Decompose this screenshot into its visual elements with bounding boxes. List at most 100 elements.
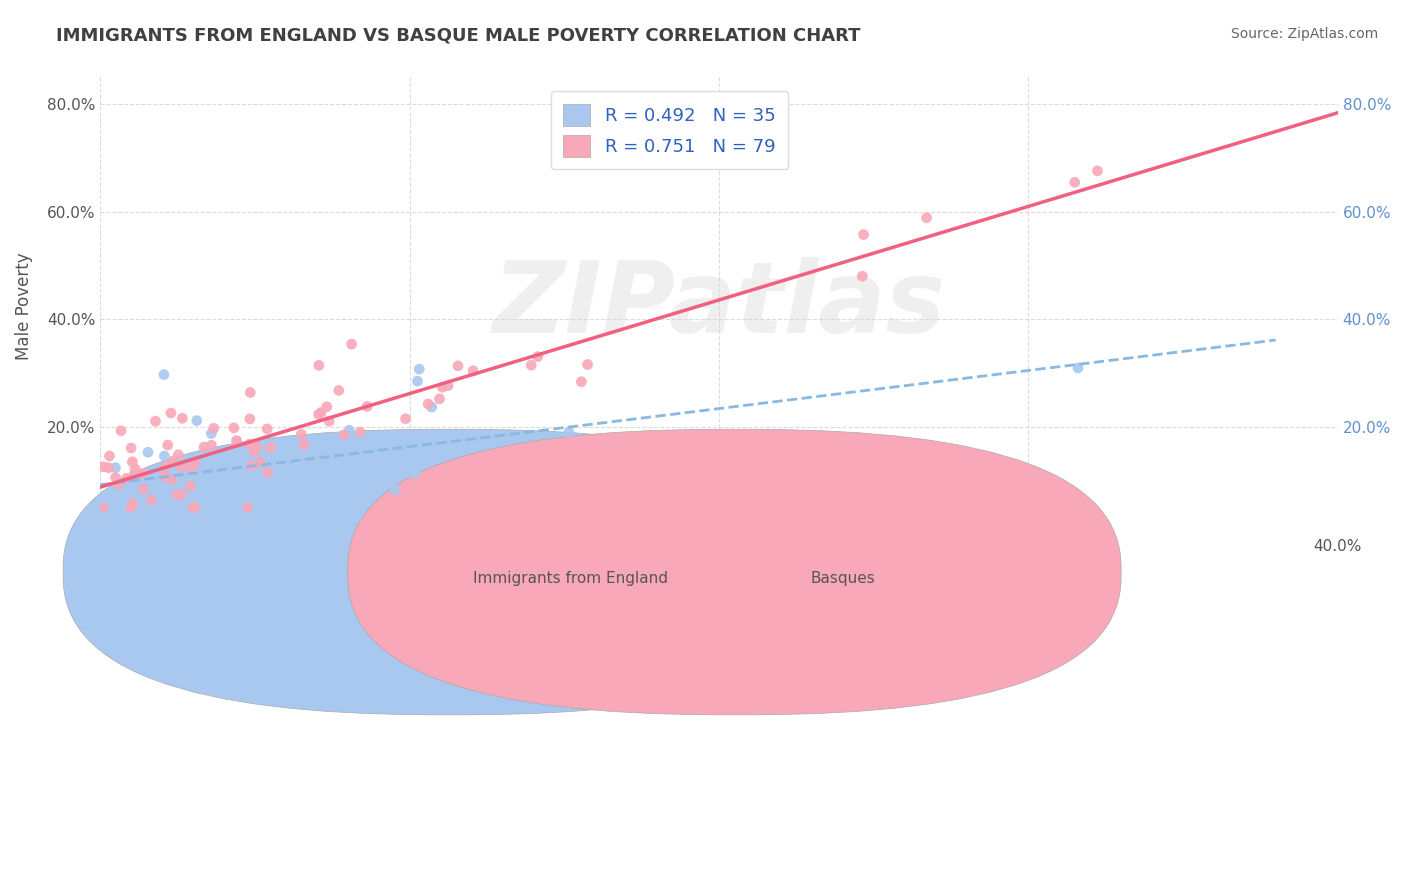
Point <box>153 368 176 382</box>
Point <box>193 466 215 480</box>
Point <box>160 473 183 487</box>
Point <box>141 493 163 508</box>
Point <box>139 500 162 515</box>
Point <box>222 421 245 435</box>
Point <box>375 464 398 478</box>
Point <box>238 437 260 451</box>
FancyBboxPatch shape <box>63 429 837 714</box>
Point <box>215 449 238 463</box>
Point <box>384 483 406 497</box>
Point <box>200 438 222 452</box>
Point <box>98 449 121 463</box>
Point <box>112 500 135 515</box>
Point <box>132 482 155 496</box>
Point <box>447 359 470 373</box>
Point <box>200 426 222 441</box>
Point <box>160 406 183 420</box>
Point <box>202 421 225 435</box>
Point <box>136 445 159 459</box>
Point <box>172 411 194 425</box>
Point <box>287 458 309 473</box>
Point <box>240 458 263 473</box>
Point <box>115 471 138 485</box>
Point <box>252 467 274 482</box>
Point <box>226 435 249 450</box>
Legend: R = 0.492   N = 35, R = 0.751   N = 79: R = 0.492 N = 35, R = 0.751 N = 79 <box>551 91 789 169</box>
Point <box>318 414 340 428</box>
Point <box>124 462 146 476</box>
Point <box>420 400 443 414</box>
Point <box>259 441 281 455</box>
Point <box>225 434 247 448</box>
Point <box>239 412 262 426</box>
Point <box>156 438 179 452</box>
Point <box>463 364 485 378</box>
Text: Source: ZipAtlas.com: Source: ZipAtlas.com <box>1230 27 1378 41</box>
Point <box>229 500 252 515</box>
Point <box>412 436 434 450</box>
Point <box>277 500 299 515</box>
Point <box>336 465 359 479</box>
Point <box>349 425 371 439</box>
Point <box>93 459 115 474</box>
Point <box>153 449 176 463</box>
Point <box>226 451 249 466</box>
Point <box>162 454 184 468</box>
Point <box>229 490 252 504</box>
Point <box>406 374 429 388</box>
Point <box>290 427 312 442</box>
Point <box>277 491 299 506</box>
Point <box>328 384 350 398</box>
Point <box>132 467 155 481</box>
Point <box>1067 360 1090 375</box>
Point <box>437 378 460 392</box>
Point <box>256 466 278 480</box>
Point <box>145 414 167 428</box>
Point <box>915 211 938 225</box>
Point <box>520 358 543 372</box>
Point <box>183 456 205 470</box>
Point <box>408 362 430 376</box>
Point <box>256 422 278 436</box>
Point <box>93 500 115 515</box>
Point <box>155 460 177 475</box>
Point <box>232 500 254 515</box>
Point <box>110 424 132 438</box>
Point <box>527 350 550 364</box>
Point <box>576 358 599 372</box>
Text: ZIPatlas: ZIPatlas <box>492 258 945 354</box>
Point <box>120 441 142 455</box>
Point <box>170 460 193 475</box>
Point <box>569 375 592 389</box>
Point <box>308 408 330 422</box>
Point <box>183 500 205 515</box>
Point <box>120 500 142 515</box>
Point <box>167 448 190 462</box>
Point <box>183 500 205 515</box>
Point <box>176 462 198 476</box>
Point <box>432 380 454 394</box>
Point <box>212 500 235 515</box>
Point <box>429 392 451 406</box>
Point <box>852 227 875 242</box>
Point <box>308 359 330 373</box>
Point <box>418 397 440 411</box>
Point <box>404 467 426 481</box>
Point <box>245 440 267 454</box>
Point <box>122 467 145 482</box>
Point <box>121 455 143 469</box>
FancyBboxPatch shape <box>347 429 1121 714</box>
Point <box>1087 164 1109 178</box>
Point <box>97 460 120 475</box>
Point <box>1063 175 1085 189</box>
Point <box>179 479 201 493</box>
Point <box>851 269 873 284</box>
Point <box>249 456 271 470</box>
Point <box>104 470 127 484</box>
Text: Immigrants from England: Immigrants from England <box>472 571 668 586</box>
Point <box>243 445 266 459</box>
Point <box>323 451 346 466</box>
Text: Basques: Basques <box>810 571 875 586</box>
Point <box>356 400 378 414</box>
Point <box>558 425 581 439</box>
